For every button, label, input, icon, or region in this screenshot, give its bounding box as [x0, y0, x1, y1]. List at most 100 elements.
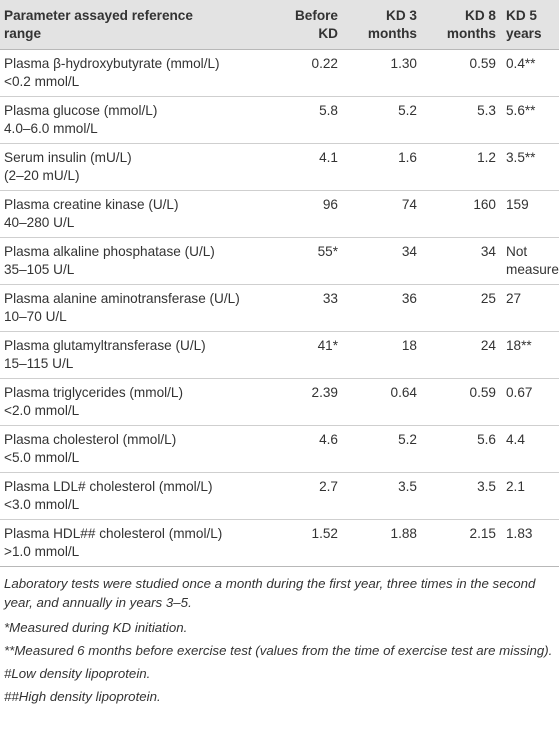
header-kd-5-years-line2: years — [506, 26, 542, 41]
header-kd-8-months-line2: months — [446, 26, 496, 41]
before-kd-value: 4.1 — [279, 143, 338, 191]
table-row: Plasma HDL## cholesterol (mmol/L) >1.0 mm… — [0, 519, 559, 566]
kd-5-years-value: 27 — [496, 284, 559, 332]
table-header: Parameter assayed reference range Before… — [0, 0, 559, 50]
header-kd-5-years: KD 5 years — [496, 0, 559, 50]
kd-3-months-value: 1.6 — [338, 143, 417, 191]
footnote-lab-schedule: Laboratory tests were studied once a mon… — [4, 576, 536, 610]
parameter-name: Plasma HDL## cholesterol (mmol/L) — [4, 526, 223, 541]
footnote-single-asterisk: *Measured during KD initiation. — [4, 620, 188, 635]
kd-8-months-value: 1.2 — [417, 143, 496, 191]
kd-3-months-value: 3.5 — [338, 472, 417, 520]
header-parameter-line1: Parameter assayed reference — [4, 8, 193, 23]
parameter-cell: Plasma glucose (mmol/L) 4.0–6.0 mmol/L — [0, 96, 279, 144]
header-parameter-line2: range — [4, 26, 42, 41]
reference-range: <3.0 mmol/L — [4, 497, 80, 512]
parameter-cell: Plasma glutamyltransferase (U/L) 15–115 U… — [0, 331, 279, 379]
kd-3-months-value: 18 — [338, 331, 417, 379]
parameter-cell: Plasma LDL# cholesterol (mmol/L) <3.0 mmo… — [0, 472, 279, 520]
kd-5-years-value: 18** — [496, 331, 559, 379]
before-kd-value: 41* — [279, 331, 338, 379]
reference-range: 15–115 U/L — [4, 356, 74, 371]
kd-8-months-value: 3.5 — [417, 472, 496, 520]
kd-5-years-value: 0.67 — [496, 378, 559, 426]
header-kd-5-years-line1: KD 5 — [506, 8, 537, 23]
kd-5-years-value: 2.1 — [496, 472, 559, 520]
header-row: Parameter assayed reference range Before… — [0, 0, 559, 50]
table-row: Plasma β-hydroxybutyrate (mmol/L) <0.2 mm… — [0, 49, 559, 97]
kd-8-months-value: 25 — [417, 284, 496, 332]
parameter-cell: Plasma triglycerides (mmol/L) <2.0 mmol/L — [0, 378, 279, 426]
parameter-cell: Serum insulin (mU/L) (2–20 mU/L) — [0, 143, 279, 191]
parameter-name: Serum insulin (mU/L) — [4, 150, 132, 165]
parameter-cell: Plasma β-hydroxybutyrate (mmol/L) <0.2 mm… — [0, 50, 279, 97]
table-body: Plasma β-hydroxybutyrate (mmol/L) <0.2 mm… — [0, 49, 559, 566]
lab-results-table-figure: Parameter assayed reference range Before… — [0, 0, 559, 706]
reference-range: <2.0 mmol/L — [4, 403, 80, 418]
header-parameter: Parameter assayed reference range — [0, 0, 279, 50]
before-kd-value: 1.52 — [279, 519, 338, 566]
footnote-double-asterisk: **Measured 6 months before exercise test… — [4, 643, 553, 658]
table-footnotes: Laboratory tests were studied once a mon… — [0, 566, 559, 706]
kd-3-months-value: 1.30 — [390, 56, 417, 71]
parameter-name: Plasma LDL# cholesterol (mmol/L) — [4, 479, 213, 494]
table-row: Serum insulin (mU/L) (2–20 mU/L) 4.1 1.6 1.2… — [0, 143, 559, 191]
kd-3-months-value: 5.2 — [338, 425, 417, 473]
parameter-cell: Plasma cholesterol (mmol/L) <5.0 mmol/L — [0, 425, 279, 473]
kd-3-months-value: 36 — [338, 284, 417, 332]
kd-8-months-value: 0.59 — [417, 378, 496, 426]
kd-5-years-value: 3.5** — [496, 143, 559, 191]
header-kd-3-months-line2: months — [367, 26, 417, 41]
before-kd-value: 33 — [279, 284, 338, 332]
kd-8-months-value: 34 — [417, 237, 496, 285]
before-kd-value: 4.6 — [279, 425, 338, 473]
parameter-cell: Plasma alkaline phosphatase (U/L) 35–105 … — [0, 237, 279, 285]
kd-8-months-value: 160 — [417, 190, 496, 238]
parameter-name: Plasma creatine kinase (U/L) — [4, 197, 179, 212]
kd-5-years-value: 1.83 — [496, 519, 559, 566]
reference-range: 10–70 U/L — [4, 309, 67, 324]
before-kd-value: 5.8 — [279, 96, 338, 144]
table-row: Plasma alanine aminotransferase (U/L) 10–… — [0, 284, 559, 332]
kd-5-years-value: 0.4** — [506, 56, 536, 71]
table-row: Plasma alkaline phosphatase (U/L) 35–105 … — [0, 237, 559, 285]
parameter-cell: Plasma creatine kinase (U/L) 40–280 U/L — [0, 190, 279, 238]
before-kd-value: 0.22 — [311, 56, 338, 71]
kd-5-years-value: 5.6** — [496, 96, 559, 144]
table-row: Plasma cholesterol (mmol/L) <5.0 mmol/L 4.… — [0, 425, 559, 473]
before-kd-value: 96 — [279, 190, 338, 238]
kd-8-months-value: 2.15 — [417, 519, 496, 566]
table-row: Plasma creatine kinase (U/L) 40–280 U/L 96… — [0, 190, 559, 238]
reference-range: <0.2 mmol/L — [4, 74, 80, 89]
kd-3-months-value: 5.2 — [338, 96, 417, 144]
parameter-name: Plasma triglycerides (mmol/L) — [4, 385, 184, 400]
reference-range: 4.0–6.0 mmol/L — [4, 121, 98, 136]
reference-range: (2–20 mU/L) — [4, 168, 80, 183]
table-row: Plasma glutamyltransferase (U/L) 15–115 U… — [0, 331, 559, 379]
reference-range: >1.0 mmol/L — [4, 544, 80, 559]
before-kd-value: 2.39 — [279, 378, 338, 426]
parameter-name: Plasma alkaline phosphatase (U/L) — [4, 244, 215, 259]
footnote-hdl: ##High density lipoprotein. — [4, 689, 161, 704]
header-before-kd-line2: KD — [318, 26, 338, 41]
lab-results-table: Parameter assayed reference range Before… — [0, 0, 559, 566]
kd-5-years-value: 159 — [496, 190, 559, 238]
header-kd-8-months: KD 8 months — [417, 0, 496, 50]
header-kd-3-months-line1: KD 3 — [386, 8, 417, 23]
kd-3-months-value: 0.64 — [338, 378, 417, 426]
header-before-kd-line1: Before — [294, 8, 338, 23]
parameter-name: Plasma alanine aminotransferase (U/L) — [4, 291, 240, 306]
kd-8-months-value: 5.3 — [417, 96, 496, 144]
kd-5-years-value: 4.4 — [496, 425, 559, 473]
table-row: Plasma glucose (mmol/L) 4.0–6.0 mmol/L 5.8… — [0, 96, 559, 144]
kd-3-months-value: 34 — [338, 237, 417, 285]
before-kd-value: 55* — [279, 237, 338, 285]
parameter-name: Plasma cholesterol (mmol/L) — [4, 432, 177, 447]
reference-range: 40–280 U/L — [4, 215, 75, 230]
parameter-cell: Plasma HDL## cholesterol (mmol/L) >1.0 mm… — [0, 519, 279, 566]
table-row: Plasma triglycerides (mmol/L) <2.0 mmol/L… — [0, 378, 559, 426]
reference-range: 35–105 U/L — [4, 262, 75, 277]
kd-5-years-value: Not measured — [496, 237, 559, 285]
reference-range: <5.0 mmol/L — [4, 450, 80, 465]
header-before-kd: Before KD — [279, 0, 338, 50]
